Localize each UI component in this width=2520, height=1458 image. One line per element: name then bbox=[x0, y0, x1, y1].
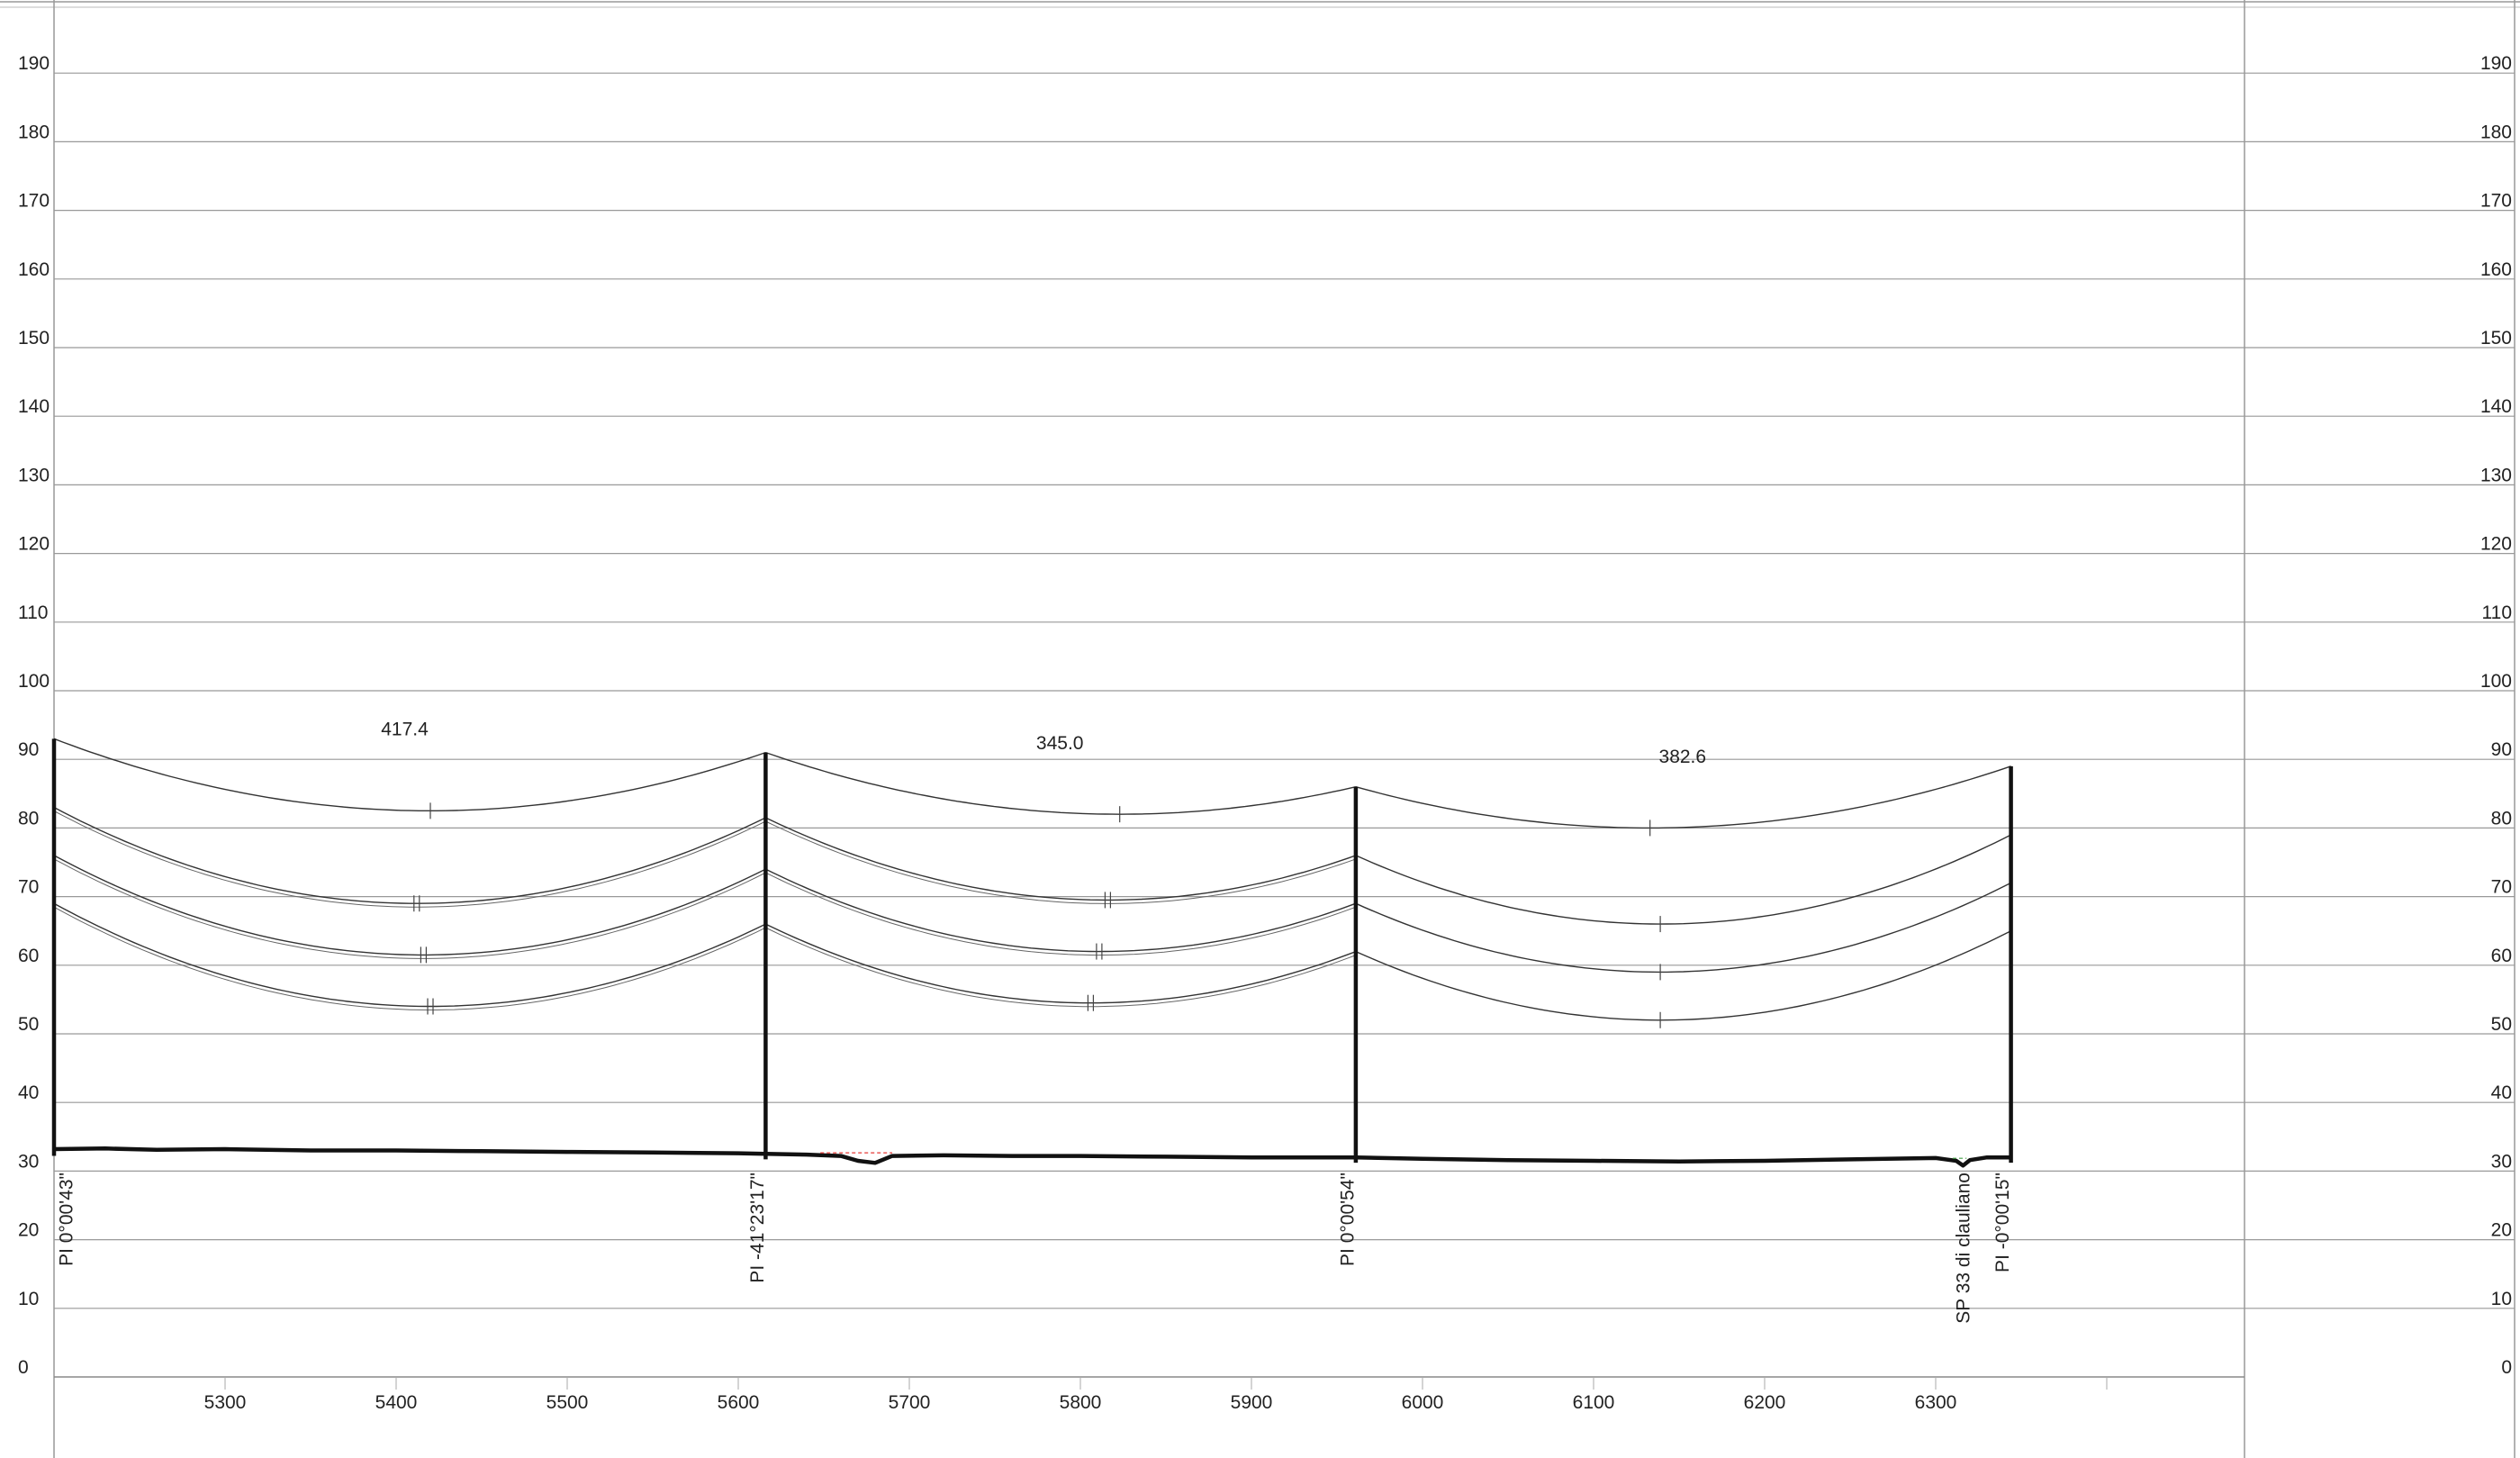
y-tick-label-right: 180 bbox=[2480, 122, 2512, 142]
conductor-wire bbox=[1355, 765, 2011, 829]
y-tick-label-left: 90 bbox=[18, 739, 39, 760]
conductor-wire-second bbox=[53, 906, 766, 1010]
ground-line bbox=[53, 1146, 2011, 1168]
tower-annotation: PI 0°00'43" bbox=[56, 1173, 77, 1266]
conductor-wire-second bbox=[53, 811, 766, 908]
conductor-wire-second bbox=[53, 858, 766, 959]
conductor-wire bbox=[1355, 882, 2011, 974]
y-tick-label-right: 160 bbox=[2480, 259, 2512, 280]
y-tick-label-left: 20 bbox=[18, 1220, 39, 1241]
span-length-label: 382.6 bbox=[1659, 747, 1707, 767]
y-tick-label-right: 10 bbox=[2491, 1289, 2512, 1309]
y-tick-label-left: 40 bbox=[18, 1082, 39, 1103]
y-tick-label-left: 110 bbox=[18, 602, 48, 623]
y-tick-label-left: 140 bbox=[18, 396, 50, 417]
x-tick-label: 5900 bbox=[1231, 1392, 1273, 1413]
y-tick-label-left: 10 bbox=[18, 1289, 39, 1309]
y-tick-label-right: 120 bbox=[2480, 534, 2512, 555]
x-tick-label: 5700 bbox=[889, 1392, 931, 1413]
conductor-wire bbox=[765, 817, 1357, 901]
span-labels: 417.4 345.0 382.6 bbox=[381, 720, 1706, 767]
y-tick-label-right: 170 bbox=[2480, 191, 2512, 212]
x-tick-label: 5500 bbox=[546, 1392, 589, 1413]
y-tick-label-right: 110 bbox=[2482, 602, 2512, 623]
conductor-wire bbox=[53, 738, 766, 811]
y-axis-labels-left: 0 10 20 30 40 50 60 70 80 90 100 110 120 130 140 150 160… bbox=[18, 53, 50, 1378]
conductor-wire bbox=[53, 902, 766, 1008]
tower-annotation: SP 33 di clauliano bbox=[1953, 1173, 1974, 1324]
x-tick-label: 6300 bbox=[1915, 1392, 1957, 1413]
x-tick-label: 5400 bbox=[375, 1392, 418, 1413]
towers bbox=[51, 738, 2013, 1164]
span-length-label: 345.0 bbox=[1036, 733, 1084, 754]
y-tick-label-left: 50 bbox=[18, 1014, 39, 1035]
y-tick-label-left: 160 bbox=[18, 259, 50, 280]
tower-annotation: PI -0°00'15" bbox=[1992, 1173, 2013, 1272]
x-axis: 5300 5400 5500 5600 5700 5800 5900 6000 6100 6200… bbox=[204, 1377, 2108, 1413]
conductor-wire bbox=[765, 751, 1357, 815]
y-tick-label-left: 100 bbox=[18, 671, 50, 692]
y-tick-label-left: 170 bbox=[18, 191, 50, 212]
x-tick-label: 6100 bbox=[1573, 1392, 1615, 1413]
y-tick-label-left: 190 bbox=[18, 53, 50, 74]
y-tick-label-right: 140 bbox=[2480, 396, 2512, 417]
conductor-wires bbox=[53, 738, 2011, 1028]
tower-annotation: PI -41°23'17" bbox=[747, 1173, 768, 1283]
y-tick-label-right: 60 bbox=[2491, 946, 2512, 966]
tower-annotations: PI 0°00'43" PI -41°23'17" PI 0°00'54" SP 33… bbox=[56, 1173, 2013, 1324]
conductor-wire bbox=[1355, 930, 2011, 1021]
y-tick-label-left: 70 bbox=[18, 877, 39, 898]
y-tick-label-right: 80 bbox=[2491, 808, 2512, 829]
conductor-wire bbox=[765, 868, 1357, 953]
y-tick-label-right: 90 bbox=[2491, 739, 2512, 760]
y-tick-label-left: 120 bbox=[18, 534, 50, 555]
conductor-wire bbox=[1355, 834, 2011, 925]
y-tick-label-left: 150 bbox=[18, 328, 50, 349]
y-tick-label-right: 40 bbox=[2491, 1082, 2512, 1103]
conductor-wire bbox=[53, 806, 766, 904]
y-tick-label-right: 20 bbox=[2491, 1220, 2512, 1241]
x-tick-label: 6200 bbox=[1744, 1392, 1786, 1413]
y-tick-label-right: 0 bbox=[2501, 1357, 2512, 1378]
y-tick-label-right: 130 bbox=[2480, 465, 2512, 485]
span-length-label: 417.4 bbox=[381, 720, 429, 740]
y-tick-label-right: 50 bbox=[2491, 1014, 2512, 1035]
tower-annotation: PI 0°00'54" bbox=[1337, 1173, 1358, 1266]
y-tick-label-right: 70 bbox=[2491, 877, 2512, 898]
x-tick-label: 5600 bbox=[718, 1392, 760, 1413]
y-tick-label-left: 60 bbox=[18, 946, 39, 966]
y-tick-label-left: 30 bbox=[18, 1151, 39, 1172]
x-tick-label: 6000 bbox=[1402, 1392, 1444, 1413]
grid-lines bbox=[54, 72, 2515, 1309]
y-tick-label-right: 30 bbox=[2491, 1151, 2512, 1172]
y-tick-label-left: 180 bbox=[18, 122, 50, 142]
conductor-wire bbox=[765, 923, 1357, 1004]
conductor-wire-second bbox=[765, 872, 1357, 956]
y-tick-label-right: 150 bbox=[2480, 328, 2512, 349]
y-axis-labels-right: 0 10 20 30 40 50 60 70 80 90 100 110 120 130 140 150 160… bbox=[2480, 53, 2512, 1378]
y-tick-label-left: 0 bbox=[18, 1357, 29, 1378]
conductor-wire bbox=[53, 855, 766, 956]
x-tick-label: 5300 bbox=[204, 1392, 247, 1413]
ground-profile bbox=[53, 1146, 2011, 1168]
x-tick-label: 5800 bbox=[1060, 1392, 1102, 1413]
y-tick-label-right: 190 bbox=[2480, 53, 2512, 74]
y-tick-label-left: 130 bbox=[18, 465, 50, 485]
y-tick-label-left: 80 bbox=[18, 808, 39, 829]
y-tick-label-right: 100 bbox=[2480, 671, 2512, 692]
conductor-wire-second bbox=[765, 927, 1357, 1008]
conductor-wire-second bbox=[765, 820, 1357, 904]
